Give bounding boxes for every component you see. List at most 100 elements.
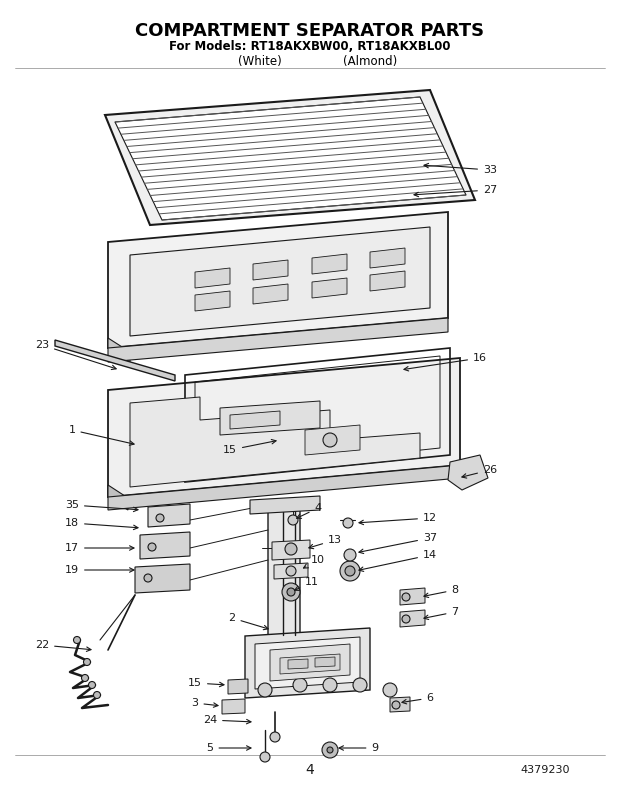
Circle shape xyxy=(144,574,152,582)
Polygon shape xyxy=(140,532,190,559)
Polygon shape xyxy=(108,318,448,362)
Polygon shape xyxy=(105,90,475,225)
Polygon shape xyxy=(280,654,340,674)
Polygon shape xyxy=(312,278,347,298)
Circle shape xyxy=(260,752,270,762)
Text: 12: 12 xyxy=(359,513,437,524)
Polygon shape xyxy=(108,338,130,362)
Polygon shape xyxy=(272,540,310,560)
Polygon shape xyxy=(130,397,420,487)
Circle shape xyxy=(258,683,272,697)
Text: 10: 10 xyxy=(304,555,325,568)
Circle shape xyxy=(81,675,89,681)
Text: 3: 3 xyxy=(192,698,218,708)
Circle shape xyxy=(323,678,337,692)
Polygon shape xyxy=(270,644,350,681)
Polygon shape xyxy=(115,97,466,220)
Text: 15: 15 xyxy=(188,678,224,688)
Text: 5: 5 xyxy=(206,743,251,753)
Circle shape xyxy=(94,691,100,699)
Text: 23: 23 xyxy=(35,340,116,370)
Polygon shape xyxy=(400,610,425,627)
Polygon shape xyxy=(390,697,410,712)
Text: 4: 4 xyxy=(296,503,322,518)
Circle shape xyxy=(84,658,91,665)
Text: 22: 22 xyxy=(35,640,91,651)
Circle shape xyxy=(285,543,297,555)
Text: COMPARTMENT SEPARATOR PARTS: COMPARTMENT SEPARATOR PARTS xyxy=(135,22,485,40)
Polygon shape xyxy=(312,254,347,274)
Circle shape xyxy=(353,678,367,692)
Polygon shape xyxy=(400,588,425,605)
Circle shape xyxy=(74,637,81,643)
Text: 37: 37 xyxy=(359,533,437,554)
Polygon shape xyxy=(370,248,405,268)
Polygon shape xyxy=(130,227,430,336)
Circle shape xyxy=(327,747,333,753)
Polygon shape xyxy=(250,496,320,514)
Text: 2: 2 xyxy=(228,613,268,630)
Text: For Models: RT18AKXBW00, RT18AKXBL00: For Models: RT18AKXBW00, RT18AKXBL00 xyxy=(169,40,451,53)
Circle shape xyxy=(287,588,295,596)
Polygon shape xyxy=(195,291,230,311)
Polygon shape xyxy=(230,411,280,429)
Circle shape xyxy=(286,566,296,576)
Text: 27: 27 xyxy=(414,185,497,196)
Text: 11: 11 xyxy=(294,577,319,590)
Polygon shape xyxy=(245,628,370,698)
Polygon shape xyxy=(305,425,360,455)
Circle shape xyxy=(270,732,280,742)
Circle shape xyxy=(344,549,356,561)
Text: 17: 17 xyxy=(65,543,134,553)
Text: 7: 7 xyxy=(424,607,459,619)
Text: 4379230: 4379230 xyxy=(521,765,570,775)
Text: 24: 24 xyxy=(203,715,251,725)
Text: 33: 33 xyxy=(424,163,497,175)
Polygon shape xyxy=(108,358,460,497)
Circle shape xyxy=(343,518,353,528)
Text: 16: 16 xyxy=(404,353,487,371)
Circle shape xyxy=(148,543,156,551)
Circle shape xyxy=(383,683,397,697)
Text: (White): (White) xyxy=(238,55,282,68)
Polygon shape xyxy=(370,271,405,291)
Circle shape xyxy=(293,678,307,692)
Text: 8: 8 xyxy=(424,585,459,597)
Polygon shape xyxy=(274,563,308,579)
Polygon shape xyxy=(253,260,288,280)
Polygon shape xyxy=(255,637,360,689)
Polygon shape xyxy=(195,268,230,288)
Polygon shape xyxy=(108,212,448,348)
Polygon shape xyxy=(55,340,175,381)
Polygon shape xyxy=(222,699,245,714)
Polygon shape xyxy=(108,485,128,510)
Polygon shape xyxy=(288,659,308,669)
Text: 35: 35 xyxy=(65,500,138,512)
Text: 26: 26 xyxy=(462,465,497,478)
Polygon shape xyxy=(448,455,488,490)
Text: 14: 14 xyxy=(359,550,437,571)
Text: 15: 15 xyxy=(223,440,276,455)
Text: (Almond): (Almond) xyxy=(343,55,397,68)
Text: 13: 13 xyxy=(309,535,342,549)
Text: 1: 1 xyxy=(68,425,134,445)
Circle shape xyxy=(340,561,360,581)
Circle shape xyxy=(156,514,164,522)
Circle shape xyxy=(288,515,298,525)
Polygon shape xyxy=(148,504,190,527)
Polygon shape xyxy=(315,657,335,667)
Text: 6: 6 xyxy=(402,693,433,704)
Text: 19: 19 xyxy=(65,565,134,575)
Polygon shape xyxy=(220,401,320,435)
Text: 18: 18 xyxy=(65,518,138,530)
Circle shape xyxy=(402,615,410,623)
Text: 9: 9 xyxy=(339,743,379,753)
Circle shape xyxy=(392,701,400,709)
Text: 4: 4 xyxy=(306,763,314,777)
Polygon shape xyxy=(268,500,300,682)
Circle shape xyxy=(89,681,95,688)
Circle shape xyxy=(282,583,300,601)
Circle shape xyxy=(322,742,338,758)
Polygon shape xyxy=(253,284,288,304)
Circle shape xyxy=(323,433,337,447)
